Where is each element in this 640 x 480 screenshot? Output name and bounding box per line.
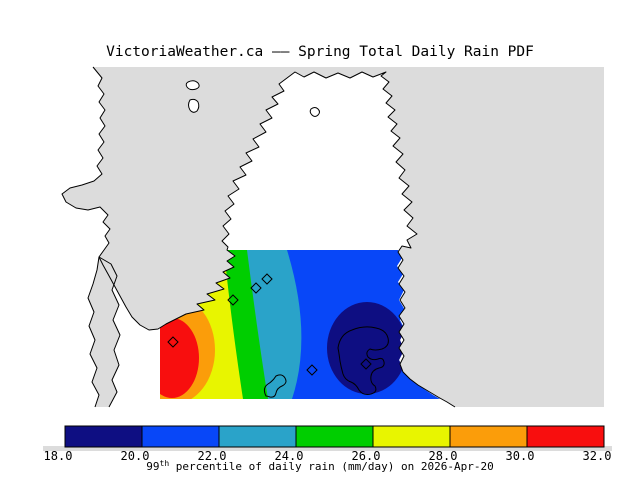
island — [309, 107, 320, 117]
station-marker-diamond — [227, 294, 239, 306]
station-markers — [167, 273, 372, 376]
colorbar-cell — [64, 425, 143, 448]
colorbar-tick-label: 18.0 — [44, 449, 73, 463]
station-marker-diamond — [261, 273, 273, 285]
contour-band-18-20 — [327, 302, 407, 394]
colorbar-cell — [449, 425, 528, 448]
station-marker-diamond — [306, 364, 318, 376]
coastline — [61, 66, 456, 408]
colorbar-tick-label: 32.0 — [583, 449, 612, 463]
colorbar-cell — [526, 425, 605, 448]
lake-outlines — [263, 326, 389, 398]
lake-outline — [263, 374, 287, 398]
colorbar-cell — [295, 425, 374, 448]
water-finlayson-arm — [88, 257, 120, 407]
contour-band-30-32 — [160, 318, 199, 398]
colorbar-tick-label: 30.0 — [506, 449, 535, 463]
station-marker-diamond — [250, 282, 262, 294]
lake-outline — [337, 326, 389, 395]
coastline-finlayson-arm — [87, 256, 121, 408]
colorbar — [64, 425, 605, 448]
colorbar-cell — [218, 425, 297, 448]
island — [188, 98, 200, 113]
coastline-main — [61, 66, 456, 408]
colorbar-tick-label: 28.0 — [429, 449, 458, 463]
colorbar-tick-label: 22.0 — [198, 449, 227, 463]
colorbar-tick-label: 26.0 — [352, 449, 381, 463]
islands — [185, 80, 320, 117]
water-main — [62, 67, 604, 407]
station-marker-diamond — [360, 358, 372, 370]
station-marker-diamond — [167, 336, 179, 348]
colorbar-tick-label: 24.0 — [275, 449, 304, 463]
colorbar-cell — [141, 425, 220, 448]
colorbar-shadow — [43, 446, 612, 451]
colorbar-caption: 99th percentile of daily rain (mm/day) o… — [146, 459, 493, 473]
island — [185, 80, 200, 91]
colorbar-cell — [372, 425, 451, 448]
plot-title: VictoriaWeather.ca —— Spring Total Daily… — [106, 44, 534, 60]
colorbar-tick-labels: 18.0 20.0 22.0 24.0 26.0 28.0 30.0 32.0 — [44, 449, 612, 463]
colorbar-tick-label: 20.0 — [121, 449, 150, 463]
water-area — [62, 67, 604, 407]
